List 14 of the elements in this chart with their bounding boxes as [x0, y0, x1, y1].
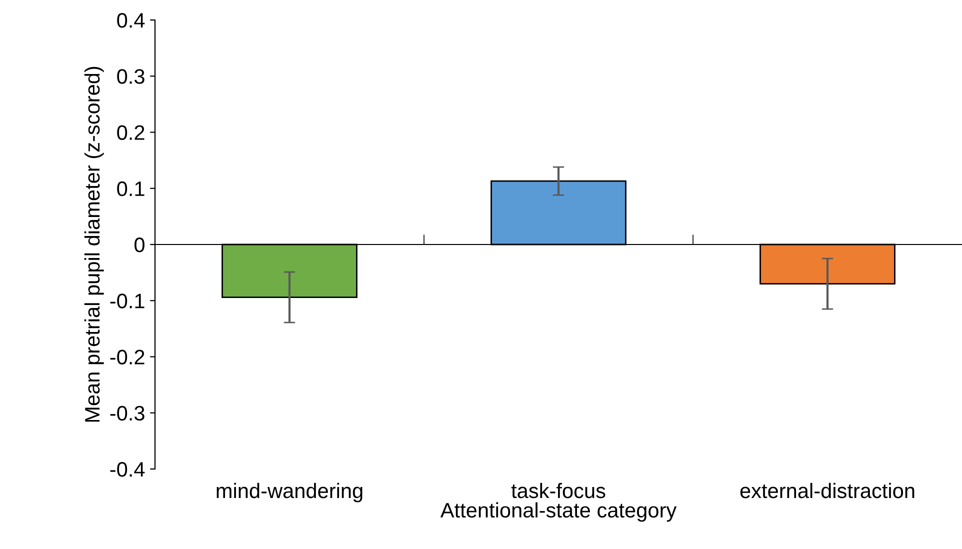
x-tick-label: external-distraction	[740, 482, 914, 498]
y-tick-label: 0.1	[117, 181, 144, 196]
y-tick-label: -0.3	[110, 406, 144, 421]
x-tick-label: mind-wandering	[216, 482, 362, 502]
y-tick-label: 0.2	[117, 125, 144, 140]
y-axis-title: Mean pretrial pupil diameter (z-scored)	[84, 66, 104, 422]
y-tick-label: 0.3	[117, 69, 144, 84]
x-tick-label: task-focus	[511, 482, 606, 498]
x-axis-title: Attentional-state category	[440, 502, 677, 522]
y-tick-label: 0.4	[117, 13, 145, 28]
y-tick-label: 0	[134, 238, 144, 252]
y-tick-label: -0.2	[110, 350, 144, 365]
y-tick-label: -0.4	[110, 462, 145, 477]
y-tick-label: -0.1	[110, 294, 144, 308]
